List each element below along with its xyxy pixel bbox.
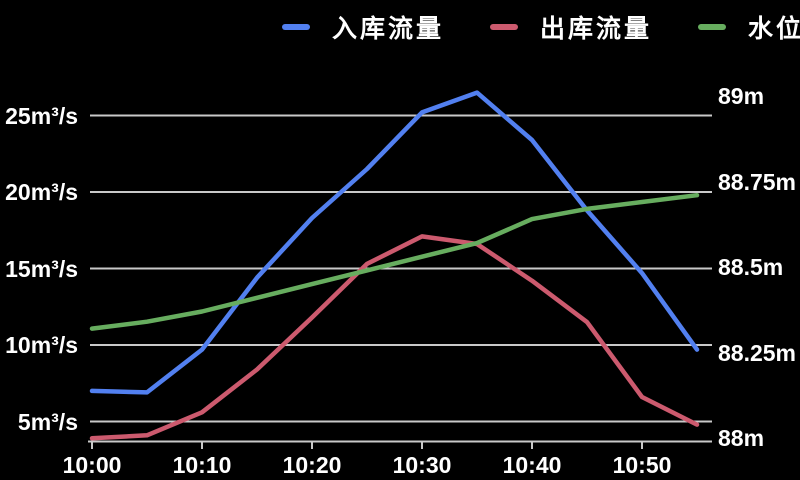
legend-label-outflow: 出库流量 xyxy=(540,15,653,43)
y-left-tick-label: 25m³/s xyxy=(5,103,78,129)
series-line-inflow xyxy=(89,90,700,395)
legend: 入库流量 出库流量 水位 xyxy=(0,0,800,54)
series-line-outflow xyxy=(89,234,700,441)
y-right-tick-label: 88.25m xyxy=(718,340,797,366)
x-tick-label: 10:30 xyxy=(392,452,452,478)
y-left-tick-label: 5m³/s xyxy=(17,409,78,435)
x-tick-label: 10:20 xyxy=(282,452,342,478)
y-right-tick-label: 88m xyxy=(718,425,765,451)
legend-item-inflow[interactable]: 入库流量 xyxy=(282,0,444,54)
legend-swatch-water-level-icon xyxy=(698,24,726,30)
x-tick-label: 10:40 xyxy=(502,452,562,478)
series-line-water-level xyxy=(89,192,700,331)
y-left-tick-label: 10m³/s xyxy=(5,332,78,358)
x-tick-label: 10:00 xyxy=(62,452,122,478)
legend-item-outflow[interactable]: 出库流量 xyxy=(490,0,652,54)
legend-swatch-inflow-icon xyxy=(282,24,310,30)
y-right-tick-label: 88.75m xyxy=(718,169,797,195)
legend-item-water-level[interactable]: 水位 xyxy=(698,0,800,54)
x-tick-label: 10:50 xyxy=(612,452,672,478)
y-left-tick-label: 20m³/s xyxy=(5,179,78,205)
y-left-tick-label: 15m³/s xyxy=(5,256,78,282)
legend-swatch-outflow-icon xyxy=(490,24,518,30)
legend-label-water-level: 水位 xyxy=(748,15,800,43)
legend-label-inflow: 入库流量 xyxy=(332,15,445,43)
x-tick-label: 10:10 xyxy=(172,452,232,478)
y-right-tick-label: 88.5m xyxy=(718,254,784,280)
y-right-tick-label: 89m xyxy=(718,83,765,109)
